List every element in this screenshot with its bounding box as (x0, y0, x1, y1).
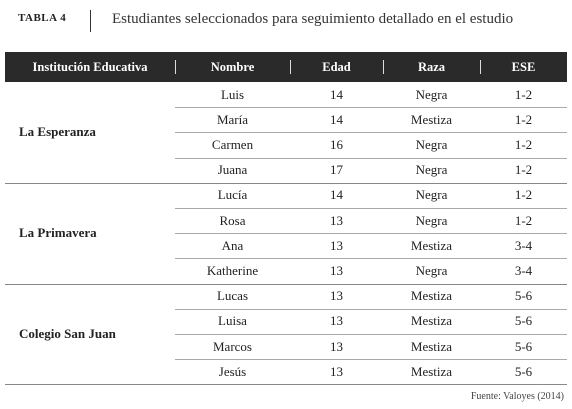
row-line (175, 233, 567, 235)
column-header: ESE (511, 59, 536, 74)
table-cell: Lucía (217, 187, 248, 203)
table-cell: Negra (415, 187, 448, 203)
table-cell: 14 (330, 187, 343, 203)
table-cell: Katherine (206, 262, 259, 278)
table-cell: Mestiza (410, 111, 453, 127)
column-header: Raza (417, 59, 446, 74)
table-cell: 13 (330, 288, 343, 304)
table-cell: 14 (330, 86, 343, 102)
table-cell: Luisa (218, 313, 247, 329)
row-line (175, 308, 567, 310)
table-cell: 1-2 (514, 187, 533, 203)
group-line (5, 182, 567, 184)
row-line (175, 107, 567, 109)
institution: La Primavera (19, 225, 97, 241)
row-line (175, 334, 567, 335)
table-cell: Marcos (213, 338, 252, 354)
table-cell: 1-2 (514, 86, 533, 102)
row-line (175, 157, 567, 159)
table-cell: 13 (330, 313, 343, 329)
column-header: Nombre (210, 59, 255, 74)
header-row (5, 52, 567, 82)
table-cell: 13 (330, 262, 343, 278)
source: Fuente: Valoyes (2014) (470, 391, 564, 402)
table-cell: 5-6 (514, 288, 533, 304)
table-cell: Mestiza (410, 338, 453, 354)
institution: La Esperanza (19, 124, 96, 140)
column-header: Institución Educativa (32, 59, 148, 74)
table-cell: 16 (330, 136, 343, 152)
table-cell: Mestiza (410, 313, 453, 329)
table-cell: 13 (330, 237, 343, 253)
table-cell: 5-6 (514, 363, 533, 379)
header-separator (290, 60, 291, 74)
institution: Colegio San Juan (19, 325, 116, 341)
table-cell: Negra (415, 162, 448, 178)
table-cell: 13 (330, 363, 343, 379)
table-cell: 3-4 (514, 262, 533, 278)
table-cell: Mestiza (410, 237, 453, 253)
table-cell: 1-2 (514, 136, 533, 152)
column-header: Edad (322, 59, 351, 74)
table-cell: 14 (330, 111, 343, 127)
table-cell: Luis (220, 86, 245, 102)
table-cell: Jesús (218, 363, 247, 379)
table-cell: 1-2 (514, 111, 533, 127)
row-line (175, 258, 567, 260)
table-cell: Negra (415, 86, 448, 102)
table-cell: 5-6 (514, 338, 533, 354)
table-cell: Negra (415, 136, 448, 152)
table-cell: Rosa (219, 212, 246, 228)
table-label: TABLA 4 (18, 12, 67, 24)
header-separator (480, 60, 481, 74)
table-cell: 1-2 (514, 212, 533, 228)
table-cell: Negra (415, 212, 448, 228)
header-separator (175, 60, 176, 74)
table-cell: Mestiza (410, 288, 453, 304)
table-cell: Ana (221, 237, 244, 253)
table-cell: 13 (330, 338, 343, 354)
table-cell: Negra (415, 262, 448, 278)
table-cell: 3-4 (514, 237, 533, 253)
table-cell: María (216, 111, 249, 127)
table-cell: Lucas (216, 288, 249, 304)
row-line (175, 132, 567, 134)
row-line (175, 208, 567, 209)
table-cell: 17 (330, 162, 343, 178)
row-line (175, 359, 567, 361)
table-cell: 1-2 (514, 162, 533, 178)
header-separator (383, 60, 384, 74)
table-cell: Carmen (211, 136, 254, 152)
group-line (5, 283, 567, 285)
group-line (5, 384, 567, 386)
divider (90, 10, 91, 32)
table-cell: Juana (217, 162, 248, 178)
table-cell: Mestiza (410, 363, 453, 379)
table-cell: 13 (330, 212, 343, 228)
table-title: Estudiantes seleccionados para seguimien… (112, 11, 514, 27)
table-cell: 5-6 (514, 313, 533, 329)
